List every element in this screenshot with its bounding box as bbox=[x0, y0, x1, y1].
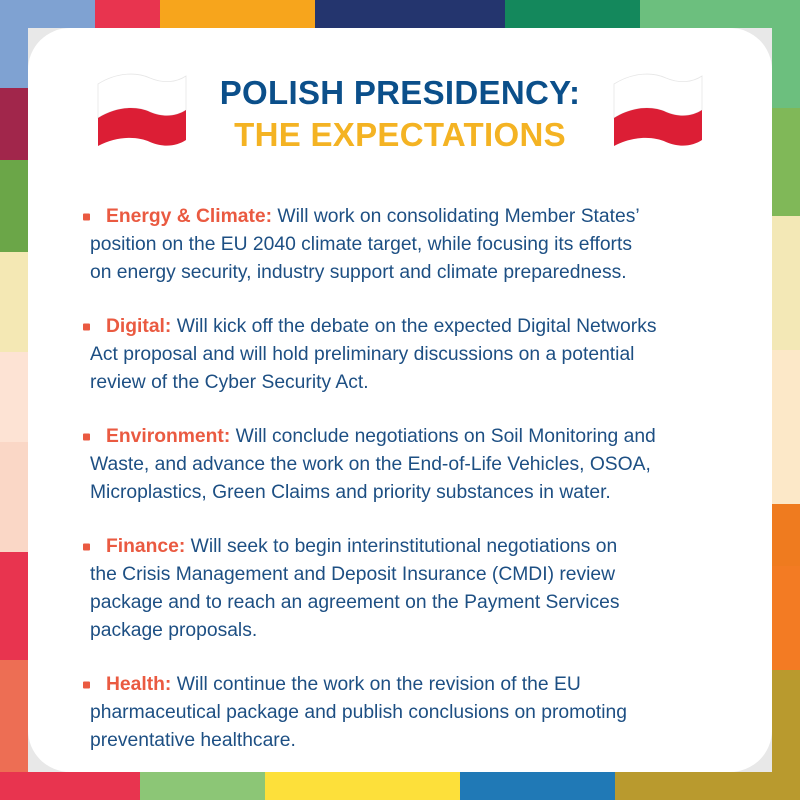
item-text-line: Microplastics, Green Claims and priority… bbox=[90, 482, 611, 503]
border-tile bbox=[315, 0, 505, 28]
border-tile bbox=[140, 772, 265, 800]
list-item: Environment: Will conclude negotiations … bbox=[83, 423, 753, 507]
item-text-line: Waste, and advance the work on the End-o… bbox=[90, 454, 651, 475]
list-item: Energy & Climate: Will work on consolida… bbox=[83, 203, 753, 287]
poland-flag-icon bbox=[613, 73, 703, 146]
item-heading: Energy & Climate: bbox=[106, 206, 273, 227]
item-text-line: on energy security, industry support and… bbox=[90, 262, 627, 283]
page-subtitle: THE EXPECTATIONS bbox=[234, 116, 566, 153]
item-text-line: the Crisis Management and Deposit Insura… bbox=[90, 564, 616, 585]
item-text-line: package proposals. bbox=[90, 620, 258, 641]
item-heading: Health: bbox=[106, 674, 172, 695]
bullet-icon bbox=[83, 433, 90, 441]
border-tile bbox=[0, 442, 28, 552]
item-heading: Environment: bbox=[106, 426, 231, 447]
border-tile bbox=[772, 670, 800, 772]
border-tile bbox=[640, 0, 800, 28]
border-tile bbox=[0, 252, 28, 352]
list-item: Health: Will continue the work on the re… bbox=[83, 671, 753, 755]
bullet-icon bbox=[83, 213, 90, 221]
border-tile bbox=[772, 108, 800, 216]
content-card: POLISH PRESIDENCY: THE EXPECTATIONS Ener… bbox=[28, 28, 772, 772]
border-tile bbox=[0, 88, 28, 160]
item-heading: Digital: bbox=[106, 316, 172, 337]
item-text-line: review of the Cyber Security Act. bbox=[90, 372, 369, 393]
border-tile bbox=[0, 0, 95, 28]
item-text-line: Will seek to begin interinstitutional ne… bbox=[185, 536, 618, 557]
poland-flag-icon bbox=[97, 73, 187, 146]
list-item: Finance: Will seek to begin interinstitu… bbox=[83, 533, 753, 645]
border-tile bbox=[505, 0, 640, 28]
item-text-line: position on the EU 2040 climate target, … bbox=[90, 234, 632, 255]
expectations-list: Energy & Climate: Will work on consolida… bbox=[83, 203, 753, 781]
list-item: Digital: Will kick off the debate on the… bbox=[83, 313, 753, 397]
border-tile bbox=[0, 552, 28, 660]
border-tile bbox=[772, 350, 800, 504]
border-tile bbox=[615, 772, 800, 800]
border-tile bbox=[0, 28, 28, 88]
item-text-line: Act proposal and will hold preliminary d… bbox=[90, 344, 635, 365]
item-text-line: pharmaceutical package and publish concl… bbox=[90, 702, 627, 723]
border-tile bbox=[772, 28, 800, 108]
border-tile bbox=[460, 772, 615, 800]
item-text-line: Will continue the work on the revision o… bbox=[171, 674, 581, 695]
page-title: POLISH PRESIDENCY: bbox=[219, 74, 581, 111]
item-text-line: Will conclude negotiations on Soil Monit… bbox=[230, 426, 656, 447]
border-tile bbox=[772, 566, 800, 670]
border-tile bbox=[0, 772, 140, 800]
item-text-line: package and to reach an agreement on the… bbox=[90, 592, 620, 613]
item-text-line: preventative healthcare. bbox=[90, 730, 296, 751]
border-tile bbox=[772, 216, 800, 350]
bullet-icon bbox=[83, 681, 90, 689]
border-tile bbox=[160, 0, 315, 28]
item-text-line: Will work on consolidating Member States… bbox=[272, 206, 640, 227]
border-tile bbox=[0, 352, 28, 442]
border-tile bbox=[95, 0, 160, 28]
item-heading: Finance: bbox=[106, 536, 186, 557]
border-tile bbox=[772, 504, 800, 566]
border-tile bbox=[0, 160, 28, 252]
bullet-icon bbox=[83, 323, 90, 331]
border-tile bbox=[0, 660, 28, 772]
bullet-icon bbox=[83, 543, 90, 551]
item-text-line: Will kick off the debate on the expected… bbox=[171, 316, 657, 337]
border-tile bbox=[265, 772, 460, 800]
